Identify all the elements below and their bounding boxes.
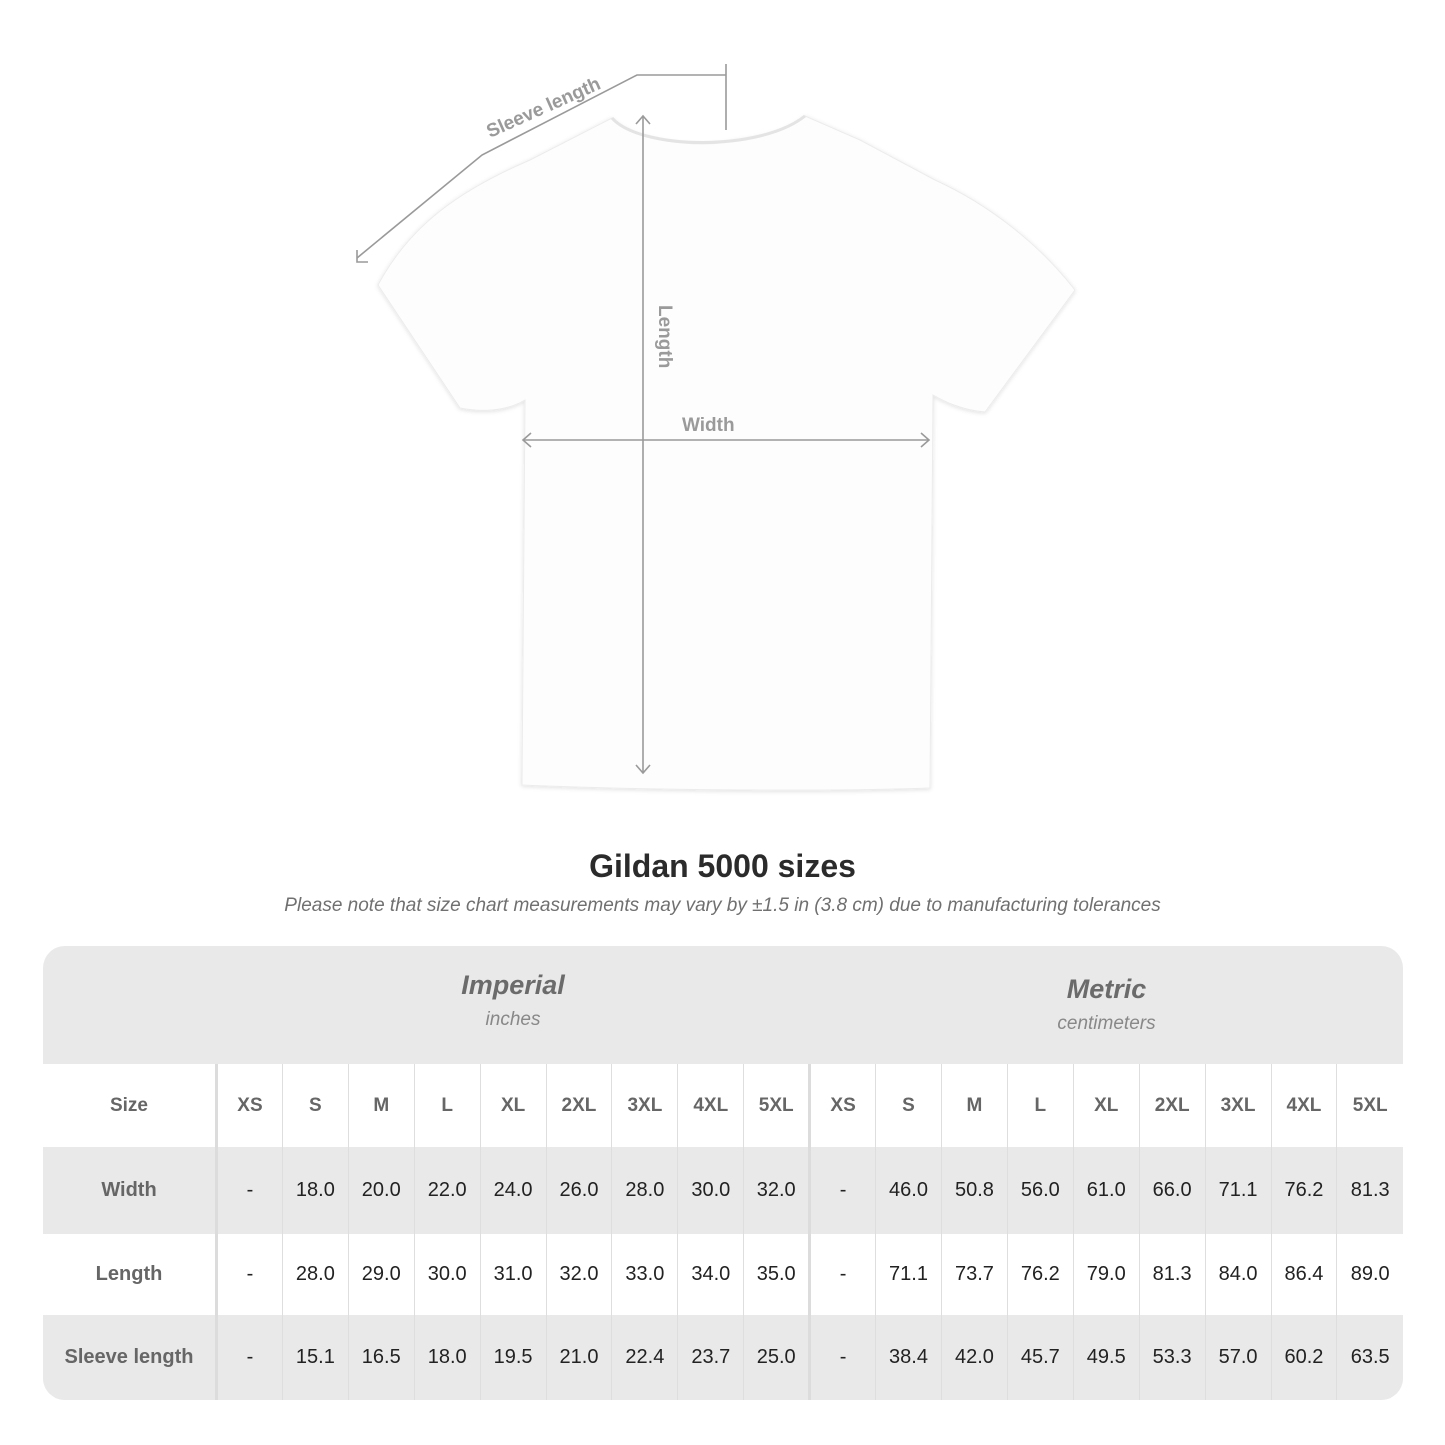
imperial-size-xl: XL [479,1064,547,1147]
row-label: Width [43,1147,218,1234]
imperial-cell: 32.0 [545,1234,612,1315]
table-row-length: Length -28.0 29.0 30.0 31.0 32.0 33.0 34.0 35.0-… [43,1234,1403,1315]
metric-cell: 38.4 [875,1315,942,1400]
metric-size-s: S [875,1064,942,1147]
imperial-cell: 26.0 [545,1147,612,1234]
imperial-cell: - [216,1234,283,1315]
imperial-size-s: S [281,1064,349,1147]
sleeve-length-line [356,74,726,259]
metric-cell: 53.3 [1138,1315,1206,1400]
imperial-header: Imperial inches [216,946,810,1088]
metric-cell: 57.0 [1204,1315,1271,1400]
imperial-cell: 22.0 [413,1147,481,1234]
imperial-cell: 22.4 [611,1315,678,1400]
metric-cell: - [808,1147,876,1234]
imperial-unit: inches [485,1009,541,1030]
imperial-cell: 25.0 [743,1315,810,1400]
imperial-cell: 18.0 [413,1315,481,1400]
imperial-cell: 30.0 [413,1234,481,1315]
imperial-cell: 35.0 [743,1234,810,1315]
metric-unit: centimeters [1057,1013,1156,1034]
imperial-size-m: M [347,1064,415,1147]
metric-cell: 71.1 [1204,1147,1271,1234]
tolerance-note: Please note that size chart measurements… [284,895,1161,916]
metric-size-2xl: 2XL [1138,1064,1206,1147]
imperial-cell: - [216,1315,283,1400]
imperial-cell: - [216,1147,283,1234]
metric-size-xs: XS [808,1064,876,1147]
imperial-size-2xl: 2XL [545,1064,612,1147]
metric-title: Metric [1066,974,1147,1004]
imperial-cell: 33.0 [611,1234,678,1315]
metric-cell: 66.0 [1138,1147,1206,1234]
table-row-width: Width -18.0 20.0 22.0 24.0 26.0 28.0 30.0 32.0-4… [43,1147,1403,1234]
imperial-cell: 21.0 [545,1315,612,1400]
metric-size-3xl: 3XL [1204,1064,1271,1147]
table-row-sleeve-length: Sleeve length -15.1 16.5 18.0 19.5 21.0 22.4 23… [43,1315,1403,1400]
metric-header: Metric centimeters [810,946,1403,1092]
metric-cell: 81.3 [1336,1147,1403,1234]
metric-cell: 42.0 [940,1315,1008,1400]
metric-cell: 79.0 [1072,1234,1140,1315]
metric-cell: 46.0 [875,1147,942,1234]
metric-cell: 81.3 [1138,1234,1206,1315]
imperial-cell: 15.1 [281,1315,349,1400]
metric-cell: 71.1 [875,1234,942,1315]
metric-cell: 45.7 [1006,1315,1074,1400]
imperial-cell: 20.0 [347,1147,415,1234]
imperial-cell: 31.0 [479,1234,547,1315]
metric-cell: 50.8 [940,1147,1008,1234]
metric-size-4xl: 4XL [1270,1064,1337,1147]
collar [610,114,806,144]
metric-cell: 84.0 [1204,1234,1271,1315]
metric-size-5xl: 5XL [1336,1064,1403,1147]
imperial-cell: 28.0 [611,1147,678,1234]
imperial-cell: 24.0 [479,1147,547,1234]
metric-cell: 76.2 [1006,1234,1074,1315]
size-table: Imperial inches Metric centimeters Size X… [43,946,1403,1400]
metric-cell: 73.7 [940,1234,1008,1315]
imperial-cell: 23.7 [677,1315,744,1400]
imperial-size-5xl: 5XL [743,1064,810,1147]
size-header-row: Size XS S M L XL 2XL 3XL 4XL 5XL XS S M L XL 2XL 3XL 4XL 5… [43,1064,1403,1147]
imperial-cell: 18.0 [281,1147,349,1234]
metric-cell: 76.2 [1270,1147,1337,1234]
size-label: Size [43,1064,218,1147]
width-label: Width [682,415,735,436]
imperial-size-l: L [413,1064,481,1147]
chart-title: Gildan 5000 sizes [589,848,856,884]
metric-cell: - [808,1315,876,1400]
imperial-cell: 29.0 [347,1234,415,1315]
tshirt-shape [377,115,1076,791]
imperial-title: Imperial [461,970,565,1000]
row-label: Sleeve length [43,1315,218,1400]
metric-cell: 49.5 [1072,1315,1140,1400]
metric-cell: 63.5 [1336,1315,1403,1400]
metric-size-l: L [1006,1064,1074,1147]
imperial-cell: 28.0 [281,1234,349,1315]
imperial-cell: 19.5 [479,1315,547,1400]
metric-cell: 89.0 [1336,1234,1403,1315]
imperial-cell: 32.0 [743,1147,810,1234]
size-grid: Size XS S M L XL 2XL 3XL 4XL 5XL XS S M L XL 2XL 3XL 4XL 5… [43,1064,1403,1400]
length-label: Length [654,305,675,368]
metric-cell: 60.2 [1270,1315,1337,1400]
metric-cell: 61.0 [1072,1147,1140,1234]
metric-cell: - [808,1234,876,1315]
metric-cell: 56.0 [1006,1147,1074,1234]
imperial-cell: 30.0 [677,1147,744,1234]
imperial-size-xs: XS [216,1064,283,1147]
row-label: Length [43,1234,218,1315]
imperial-size-3xl: 3XL [611,1064,678,1147]
imperial-cell: 16.5 [347,1315,415,1400]
tshirt-diagram: Sleeve length Length Width [356,64,1076,791]
metric-size-m: M [940,1064,1008,1147]
metric-size-xl: XL [1072,1064,1140,1147]
imperial-cell: 34.0 [677,1234,744,1315]
imperial-size-4xl: 4XL [677,1064,744,1147]
metric-cell: 86.4 [1270,1234,1337,1315]
